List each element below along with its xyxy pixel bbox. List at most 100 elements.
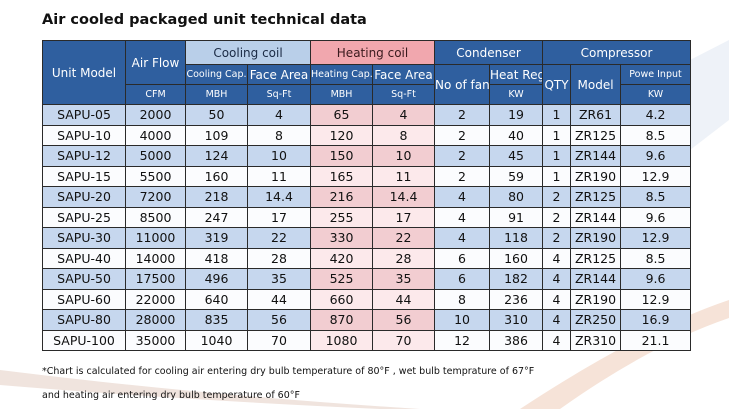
data-cell: 17500 <box>125 268 186 290</box>
table-row: SAPU-50 17500 496 35 525 35 6 182 4 ZR144 9.6 <box>42 268 692 290</box>
data-cell: 2 <box>434 104 491 126</box>
data-cell: 80 <box>489 186 544 208</box>
data-cell: 12.9 <box>620 165 692 187</box>
header-cell: Model <box>570 64 622 105</box>
data-cell: 45 <box>489 145 544 167</box>
data-cell: 56 <box>247 309 311 331</box>
header-cell: No of fan <box>434 64 491 105</box>
group-header: Condenser <box>434 40 544 65</box>
data-cell: 8.5 <box>620 247 692 269</box>
data-cell: 835 <box>185 309 248 331</box>
data-cell: 10 <box>247 145 311 167</box>
unit-cell: Sq-Ft <box>371 84 436 105</box>
spec-table: Unit Model Air Flow Cooling coil Heating… <box>42 40 692 351</box>
data-cell: 236 <box>489 288 544 310</box>
data-cell: 10 <box>434 309 491 331</box>
data-cell: 21.1 <box>620 329 692 351</box>
data-cell: ZR250 <box>570 309 622 331</box>
data-cell: 12.9 <box>620 288 692 310</box>
data-cell: 44 <box>371 288 436 310</box>
data-cell: 165 <box>310 165 373 187</box>
data-cell: 2 <box>542 227 572 249</box>
data-cell: 4.2 <box>620 104 692 126</box>
data-cell: 1 <box>542 104 572 126</box>
unit-model-cell: SAPU-100 <box>42 329 126 351</box>
data-cell: ZR310 <box>570 329 622 351</box>
data-cell: ZR144 <box>570 268 622 290</box>
data-cell: 150 <box>310 145 373 167</box>
data-cell: 640 <box>185 288 248 310</box>
data-cell: 8.5 <box>620 186 692 208</box>
data-cell: 160 <box>489 247 544 269</box>
data-cell: 4 <box>247 104 311 126</box>
data-cell: 4 <box>434 227 491 249</box>
data-cell: 2 <box>434 145 491 167</box>
data-cell: 124 <box>185 145 248 167</box>
data-cell: 4 <box>434 186 491 208</box>
header-cell: QTY <box>542 64 572 105</box>
data-cell: ZR61 <box>570 104 622 126</box>
data-cell: 12 <box>434 329 491 351</box>
unit-model-cell: SAPU-25 <box>42 206 126 228</box>
data-cell: 11 <box>247 165 311 187</box>
table-row: SAPU-10 4000 109 8 120 8 2 40 1 ZR125 8.5 <box>42 124 692 146</box>
data-cell: 7200 <box>125 186 186 208</box>
data-cell: 22000 <box>125 288 186 310</box>
header-cell: Unit Model <box>42 40 126 105</box>
data-cell: 1 <box>542 124 572 146</box>
data-cell: 35 <box>247 268 311 290</box>
data-cell: 1 <box>542 145 572 167</box>
data-cell: 386 <box>489 329 544 351</box>
data-cell: 870 <box>310 309 373 331</box>
data-cell: 496 <box>185 268 248 290</box>
data-cell: 218 <box>185 186 248 208</box>
table-row: SAPU-15 5500 160 11 165 11 2 59 1 ZR190 12.9 <box>42 165 692 187</box>
data-cell: 2000 <box>125 104 186 126</box>
unit-cell: CFM <box>125 84 186 105</box>
unit-cell: MBH <box>310 84 373 105</box>
group-header: Heating coil <box>309 40 436 65</box>
data-cell: 8.5 <box>620 124 692 146</box>
header-cell: Face Area <box>247 64 311 85</box>
header-cell: Cooling Cap. <box>185 64 248 85</box>
data-cell: 22 <box>247 227 311 249</box>
header-cell: Face Area <box>371 64 436 85</box>
data-cell: 255 <box>310 206 373 228</box>
data-cell: 16.9 <box>620 309 692 331</box>
table-row: SAPU-100 35000 1040 70 1080 70 12 386 4 ZR310 21.1 <box>42 329 692 351</box>
unit-model-cell: SAPU-80 <box>42 309 126 331</box>
header-cell: Heating Cap. <box>310 64 373 85</box>
data-cell: 120 <box>310 124 373 146</box>
data-cell: 19 <box>489 104 544 126</box>
data-cell: ZR190 <box>570 288 622 310</box>
unit-cell: Sq-Ft <box>247 84 311 105</box>
unit-model-cell: SAPU-60 <box>42 288 126 310</box>
data-cell: 6 <box>434 268 491 290</box>
data-cell: ZR125 <box>570 124 622 146</box>
data-cell: 5500 <box>125 165 186 187</box>
data-cell: 247 <box>185 206 248 228</box>
table-body: SAPU-05 2000 50 4 65 4 2 19 1 ZR61 4.2 SAPU-10 4000 1… <box>42 104 692 351</box>
data-cell: ZR144 <box>570 145 622 167</box>
data-cell: 44 <box>247 288 311 310</box>
group-header: Cooling coil <box>185 40 311 65</box>
data-cell: 420 <box>310 247 373 269</box>
unit-model-cell: SAPU-05 <box>42 104 126 126</box>
unit-model-cell: SAPU-50 <box>42 268 126 290</box>
data-cell: 216 <box>310 186 373 208</box>
unit-cell: MBH <box>185 84 248 105</box>
data-cell: 5000 <box>125 145 186 167</box>
header-cell: Air Flow <box>125 40 186 85</box>
data-cell: 22 <box>371 227 436 249</box>
data-cell: 2 <box>434 124 491 146</box>
data-cell: 9.6 <box>620 268 692 290</box>
data-cell: 4 <box>542 309 572 331</box>
footnote: *Chart is calculated for cooling air ent… <box>42 366 535 377</box>
data-cell: 14000 <box>125 247 186 269</box>
data-cell: 418 <box>185 247 248 269</box>
unit-model-cell: SAPU-30 <box>42 227 126 249</box>
data-cell: 4 <box>542 247 572 269</box>
data-cell: 6 <box>434 247 491 269</box>
data-cell: 4 <box>371 104 436 126</box>
